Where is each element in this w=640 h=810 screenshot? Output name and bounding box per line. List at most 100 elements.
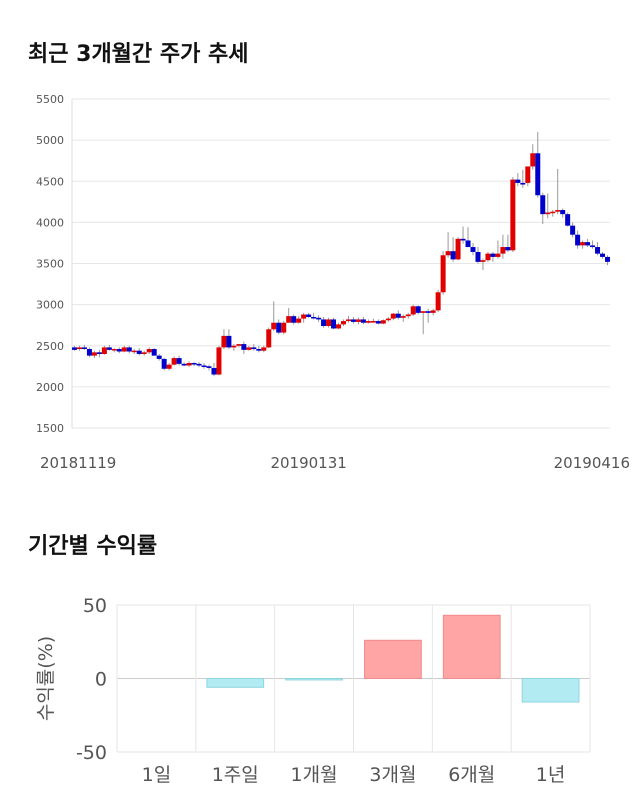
candle-body [216, 347, 222, 375]
candle-body [380, 320, 386, 324]
candle-body [96, 352, 102, 354]
candle-body [101, 347, 107, 354]
candle-body [116, 349, 122, 352]
candle-body [460, 238, 466, 241]
candle-body [440, 255, 446, 293]
candle-body [261, 347, 267, 351]
candle-body [186, 363, 192, 366]
candle-body [266, 329, 272, 348]
candle-body [91, 352, 97, 356]
candle-body [485, 253, 491, 261]
candle-body [151, 349, 157, 356]
candle-body [316, 317, 322, 320]
candle-body [350, 319, 356, 322]
x-category-label: 3개월 [369, 764, 416, 786]
candle-body [246, 347, 252, 350]
candle-body [400, 316, 406, 318]
candle-body [430, 310, 436, 313]
candle-body [306, 314, 312, 317]
candle-body [505, 247, 511, 251]
candle-body [146, 349, 152, 353]
candle-body [370, 321, 376, 323]
candle-body [525, 166, 531, 183]
candle-body [206, 366, 212, 368]
candle-body [71, 347, 77, 350]
candle-body [211, 367, 217, 375]
candle-body [375, 321, 381, 324]
candle-body [86, 349, 92, 356]
y-tick-label: 1500 [36, 422, 64, 435]
candle-body [181, 363, 187, 366]
candle-body [226, 335, 232, 348]
price-candlestick-chart: 1500 2000 2500 3000 3500 4000 4500 5000 5500 2018… [36, 93, 630, 472]
candle-body [495, 253, 501, 257]
candle-body [321, 319, 327, 327]
candle-body [455, 238, 461, 260]
candle-body [550, 211, 556, 214]
candle-body [141, 352, 147, 354]
candle-body [355, 319, 361, 322]
candle-body [530, 153, 536, 167]
candle-body [166, 364, 172, 369]
candle-body [231, 345, 237, 348]
candle-body [345, 319, 351, 322]
return-bar [442, 614, 501, 679]
y-tick-label: 3000 [36, 299, 64, 312]
candle-body [390, 313, 396, 319]
candle-body [121, 347, 127, 352]
candle-body [435, 292, 441, 311]
candle-body [201, 365, 207, 367]
x-category-label: 1년 [536, 764, 566, 786]
candle-body [545, 212, 551, 215]
candle-body [580, 242, 586, 246]
candle-body [450, 251, 456, 260]
candle-body [575, 234, 581, 246]
candle-body [311, 316, 317, 319]
candle-body [131, 350, 137, 353]
candle-body [465, 240, 471, 248]
y-tick-label: 4500 [36, 175, 64, 188]
candle-body [605, 256, 611, 262]
candle-body [445, 251, 451, 256]
x-category-label: 1일 [142, 764, 172, 786]
candle-body [565, 214, 571, 226]
candle-body [271, 322, 277, 330]
x-tick-label: 20190416 [554, 454, 630, 472]
candle-body [336, 324, 342, 329]
candle-body [191, 363, 197, 365]
candle-body [510, 179, 516, 251]
returns-title: 기간별 수익률 [28, 534, 158, 559]
candle-body [500, 247, 506, 254]
candle-body [410, 306, 416, 315]
candle-body [106, 347, 112, 350]
candle-body [251, 347, 257, 350]
candle-body [136, 350, 142, 354]
candle-body [560, 210, 566, 215]
candle-body [326, 319, 332, 327]
candle-body [425, 311, 431, 313]
return-bar [364, 639, 422, 680]
candle-body [555, 210, 561, 212]
candle-body [520, 182, 526, 185]
candle-body [590, 245, 596, 248]
candle-body [490, 253, 496, 257]
return-bar [206, 678, 265, 688]
candle-body [365, 321, 371, 323]
candle-body [360, 319, 366, 323]
x-tick-label: 20181119 [40, 454, 116, 472]
candle-body [515, 179, 521, 183]
candle-body [480, 260, 486, 262]
y-axis-label: 수익률(%) [35, 636, 57, 721]
candle-body [301, 314, 307, 319]
candle-body [126, 347, 132, 352]
candle-body [385, 318, 391, 321]
candle-body [281, 322, 287, 333]
y-tick-label: 2500 [36, 340, 64, 353]
price-trend-title: 최근 3개월간 주가 추세 [28, 42, 249, 67]
candle-body [81, 347, 87, 350]
candle-body [276, 322, 282, 333]
candle-body [420, 311, 426, 313]
y-tick-label: 5500 [36, 93, 64, 106]
candle-body [111, 349, 117, 351]
